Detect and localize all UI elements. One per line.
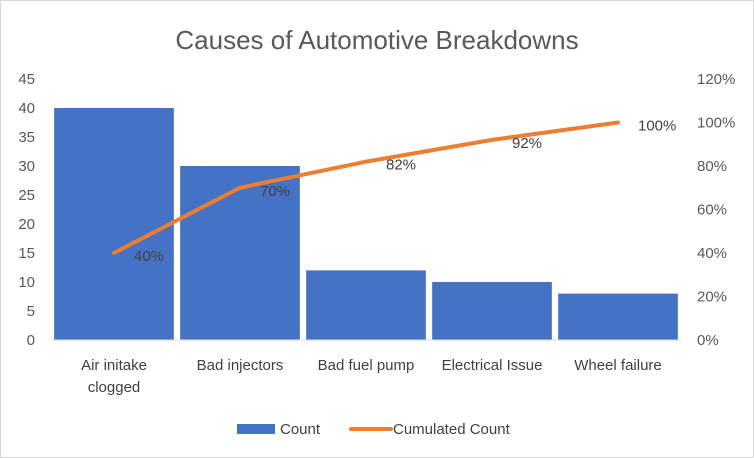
- right-axis: 0% 20% 40% 60% 80% 100% 120%: [697, 71, 735, 349]
- bar: [180, 166, 300, 340]
- category-label: Bad fuel pump: [318, 357, 415, 374]
- left-tick-label: 10: [18, 274, 35, 291]
- data-label: 82%: [386, 157, 416, 174]
- legend-label-count: Count: [280, 421, 321, 438]
- right-tick-label: 60%: [697, 202, 727, 219]
- left-tick-label: 45: [18, 71, 35, 88]
- left-tick-label: 35: [18, 129, 35, 146]
- left-tick-label: 30: [18, 158, 35, 175]
- chart-title: Causes of Automotive Breakdowns: [175, 25, 578, 55]
- left-tick-label: 25: [18, 187, 35, 204]
- legend: Count Cumulated Count: [237, 421, 511, 438]
- right-tick-label: 40%: [697, 245, 727, 262]
- category-label: Wheel failure: [574, 357, 662, 374]
- cumulative-line-series: 40% 70% 82% 92% 100%: [112, 118, 676, 265]
- right-tick-label: 120%: [697, 71, 735, 88]
- category-labels: Air initake clogged Bad injectors Bad fuel …: [81, 357, 662, 396]
- right-tick-label: 100%: [697, 115, 735, 132]
- bar-series: [54, 108, 678, 340]
- bar: [558, 293, 678, 340]
- data-label: 92%: [512, 135, 542, 152]
- bar: [54, 108, 174, 340]
- category-label: Electrical Issue: [442, 357, 543, 374]
- left-tick-label: 15: [18, 245, 35, 262]
- right-tick-label: 80%: [697, 158, 727, 175]
- left-axis: 0 5 10 15 20 25 30 35 40 45: [18, 71, 35, 349]
- category-label: Air initake: [81, 357, 147, 374]
- left-tick-label: 20: [18, 216, 35, 233]
- bar: [432, 282, 552, 340]
- data-label: 100%: [638, 118, 676, 135]
- category-label: clogged: [88, 379, 141, 396]
- cumulative-line: [112, 120, 620, 255]
- category-label: Bad injectors: [197, 357, 284, 374]
- bar: [306, 270, 426, 340]
- left-tick-label: 0: [27, 332, 35, 349]
- legend-swatch-count: [237, 424, 275, 434]
- right-tick-label: 0%: [697, 332, 719, 349]
- left-tick-label: 40: [18, 100, 35, 117]
- left-tick-label: 5: [27, 303, 35, 320]
- data-label: 40%: [134, 248, 164, 265]
- legend-label-cumulated: Cumulated Count: [393, 421, 511, 438]
- right-tick-label: 20%: [697, 289, 727, 306]
- data-label: 70%: [260, 183, 290, 200]
